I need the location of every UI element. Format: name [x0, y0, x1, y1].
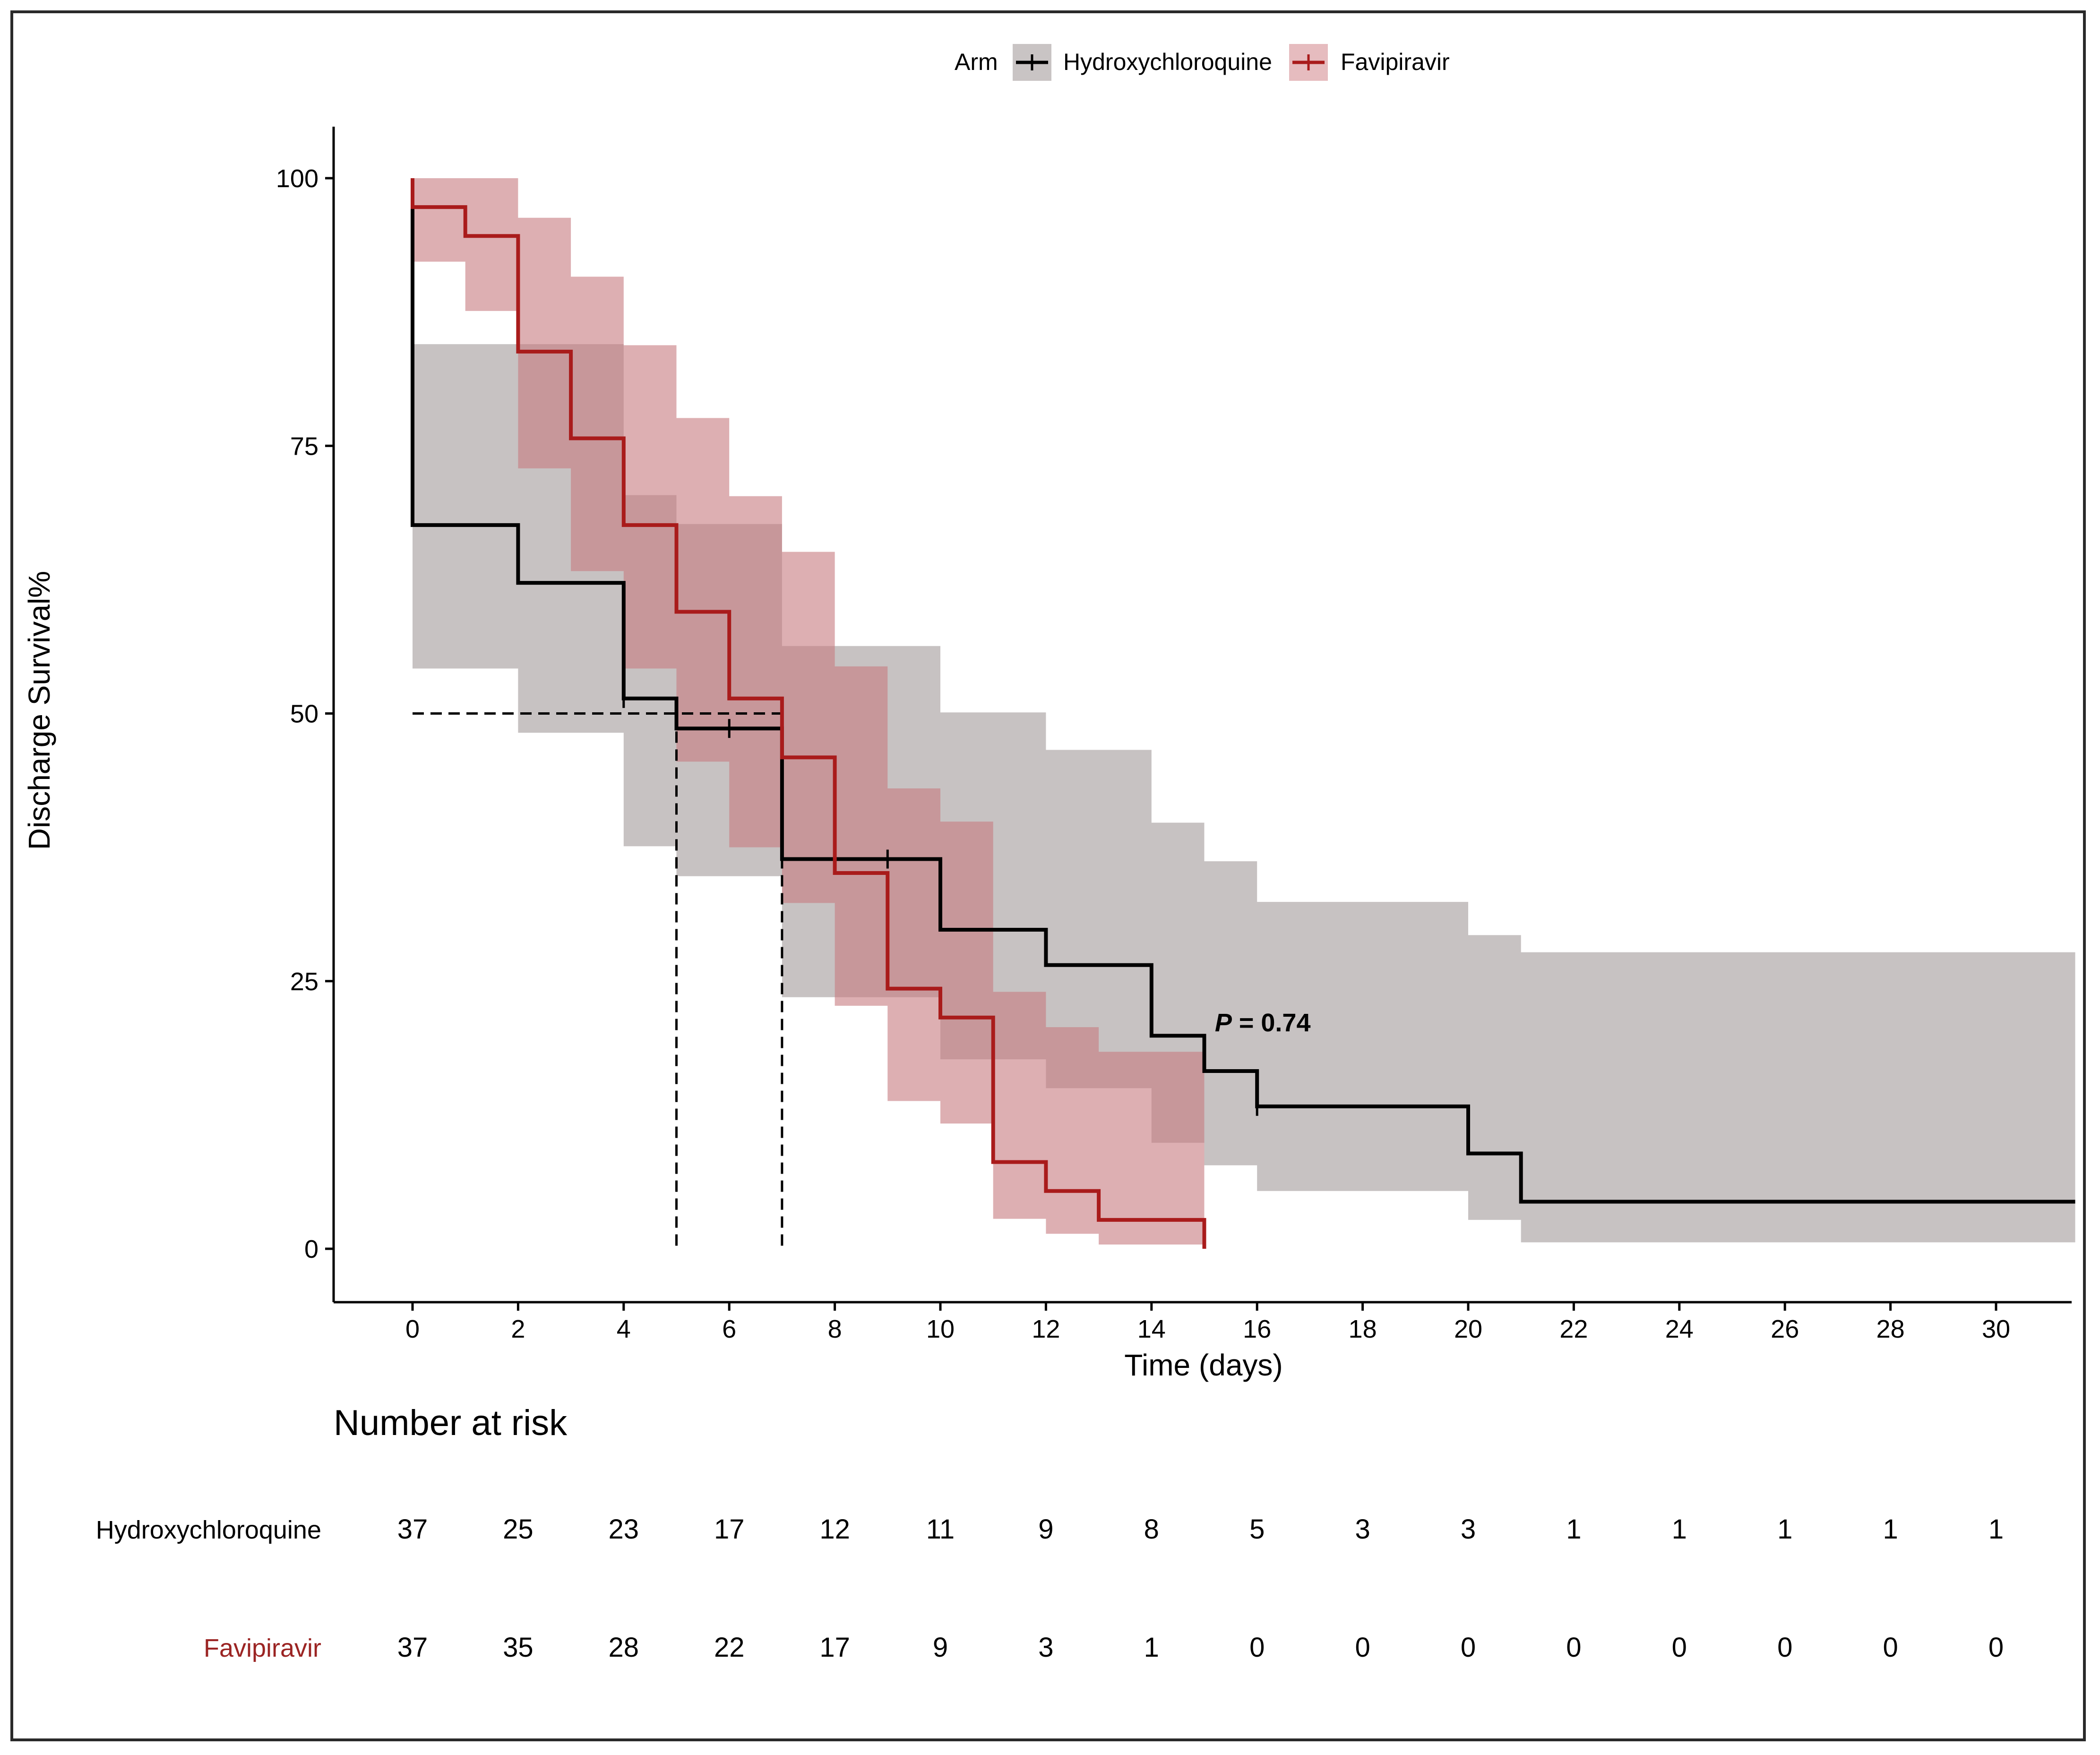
x-tick-label: 10 — [926, 1315, 955, 1343]
y-tick-label: 25 — [290, 968, 318, 996]
risk-cell-hydroxychloroquine: 25 — [503, 1514, 534, 1545]
legend-label-hydroxychloroquine: Hydroxychloroquine — [1063, 49, 1272, 75]
risk-cell-hydroxychloroquine: 12 — [819, 1514, 850, 1545]
risk-cell-favipiravir: 35 — [503, 1632, 534, 1663]
risk-cell-favipiravir: 28 — [609, 1632, 639, 1663]
risk-table-title: Number at risk — [334, 1403, 568, 1443]
risk-cell-favipiravir: 22 — [714, 1632, 745, 1663]
x-tick-label: 8 — [828, 1315, 842, 1343]
risk-row-label-hydroxychloroquine: Hydroxychloroquine — [96, 1516, 321, 1544]
x-tick-label: 2 — [511, 1315, 525, 1343]
risk-cell-favipiravir: 0 — [1777, 1632, 1792, 1663]
risk-cell-favipiravir: 37 — [397, 1632, 428, 1663]
y-tick-label: 75 — [290, 432, 318, 460]
risk-cell-favipiravir: 17 — [819, 1632, 850, 1663]
risk-cell-hydroxychloroquine: 1 — [1988, 1514, 2004, 1545]
risk-cell-favipiravir: 0 — [1566, 1632, 1581, 1663]
risk-table: Hydroxychloroquine 37 25 23 17 12 11 9 8 5 3 3 1 1 1 1 1… — [96, 1514, 2004, 1663]
x-tick-label: 6 — [722, 1315, 736, 1343]
y-tick-label: 100 — [276, 164, 318, 193]
risk-cell-hydroxychloroquine: 5 — [1249, 1514, 1265, 1545]
legend-title: Arm — [955, 49, 998, 75]
risk-cell-hydroxychloroquine: 17 — [714, 1514, 745, 1545]
risk-cell-hydroxychloroquine: 11 — [926, 1514, 955, 1545]
risk-row-label-favipiravir: Favipiravir — [204, 1634, 321, 1662]
risk-cell-hydroxychloroquine: 37 — [397, 1514, 428, 1545]
x-tick-label: 14 — [1137, 1315, 1166, 1343]
survival-curves — [411, 178, 2075, 1249]
risk-cell-hydroxychloroquine: 1 — [1777, 1514, 1792, 1545]
p-value-annotation: P = 0.74 — [1215, 1009, 1311, 1037]
x-axis-label: Time (days) — [1124, 1348, 1282, 1382]
confidence-bands — [413, 178, 2075, 1245]
x-tick-label: 22 — [1559, 1315, 1588, 1343]
risk-cell-favipiravir: 0 — [1461, 1632, 1476, 1663]
ci-band-favipiravir — [413, 178, 1205, 1245]
risk-cell-favipiravir: 0 — [1672, 1632, 1687, 1663]
x-tick-label: 28 — [1876, 1315, 1905, 1343]
x-tick-label: 12 — [1032, 1315, 1060, 1343]
risk-cell-hydroxychloroquine: 1 — [1672, 1514, 1687, 1545]
x-tick-label: 24 — [1665, 1315, 1694, 1343]
risk-cell-hydroxychloroquine: 8 — [1144, 1514, 1159, 1545]
legend-label-favipiravir: Favipiravir — [1341, 49, 1450, 75]
risk-cell-favipiravir: 3 — [1038, 1632, 1053, 1663]
risk-cell-favipiravir: 0 — [1883, 1632, 1898, 1663]
ci-band-hydroxychloroquine — [413, 260, 2075, 1243]
y-axis-label: Discharge Survival% — [22, 571, 56, 850]
x-tick-label: 16 — [1243, 1315, 1271, 1343]
risk-cell-favipiravir: 0 — [1249, 1632, 1265, 1663]
x-tick-label: 30 — [1982, 1315, 2010, 1343]
risk-cell-favipiravir: 0 — [1988, 1632, 2004, 1663]
y-tick-label: 50 — [290, 700, 318, 728]
x-tick-label: 0 — [405, 1315, 420, 1343]
risk-cell-hydroxychloroquine: 3 — [1355, 1514, 1370, 1545]
censor-marks — [622, 689, 1258, 1116]
risk-cell-favipiravir: 9 — [933, 1632, 948, 1663]
survival-curve-favipiravir — [411, 178, 1206, 1249]
median-lines — [413, 712, 783, 1249]
x-tick-label: 20 — [1454, 1315, 1482, 1343]
risk-cell-favipiravir: 0 — [1355, 1632, 1370, 1663]
risk-cell-hydroxychloroquine: 1 — [1883, 1514, 1898, 1545]
risk-cell-favipiravir: 1 — [1144, 1632, 1159, 1663]
legend: Arm Hydroxychloroquine Favipiravir — [955, 44, 1450, 81]
risk-cell-hydroxychloroquine: 1 — [1566, 1514, 1581, 1545]
risk-cell-hydroxychloroquine: 23 — [609, 1514, 639, 1545]
y-tick-label: 0 — [304, 1235, 318, 1263]
survival-curve-hydroxychloroquine — [411, 178, 2075, 1204]
x-tick-label: 4 — [617, 1315, 631, 1343]
x-tick-label: 26 — [1771, 1315, 1799, 1343]
risk-cell-hydroxychloroquine: 9 — [1038, 1514, 1053, 1545]
risk-cell-hydroxychloroquine: 3 — [1461, 1514, 1476, 1545]
x-tick-label: 18 — [1349, 1315, 1377, 1343]
